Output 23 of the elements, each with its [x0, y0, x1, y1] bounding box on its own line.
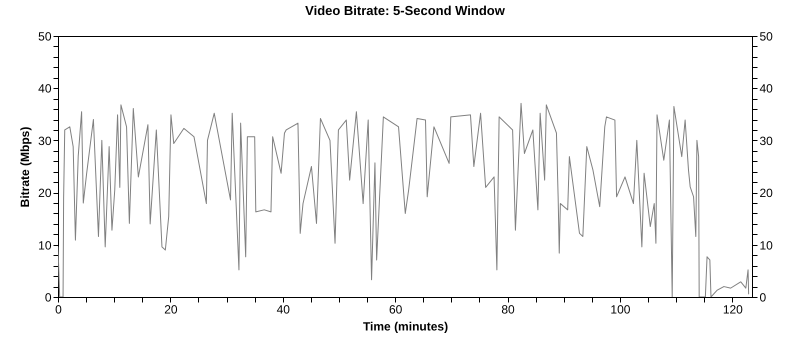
x-tick-label: 20 — [164, 302, 178, 316]
x-tick-label: 40 — [276, 302, 290, 316]
y-tick-label: 30 — [38, 134, 52, 148]
y2-tick-label: 10 — [760, 238, 774, 252]
x-tick-label: 60 — [388, 302, 403, 316]
x-tick-label: 100 — [610, 302, 631, 316]
y2-tick-label: 20 — [760, 186, 774, 200]
chart-title: Video Bitrate: 5-Second Window — [305, 3, 506, 18]
y2-tick-label: 40 — [760, 82, 774, 96]
y2-tick-label: 50 — [760, 30, 774, 44]
y-tick-label: 40 — [38, 82, 52, 96]
x-tick-label: 0 — [55, 302, 62, 316]
y2-tick-label: 30 — [760, 134, 774, 148]
x-tick-label: 120 — [722, 302, 744, 316]
y-tick-label: 50 — [38, 30, 52, 44]
y2-tick-label: 0 — [760, 290, 766, 304]
x-axis-title: Time (minutes) — [362, 320, 448, 334]
y-tick-label: 0 — [44, 290, 52, 304]
line-series — [58, 102, 750, 297]
y-axis-title: Bitrate (Mbps) — [18, 126, 32, 208]
x-tick-label: 80 — [501, 302, 516, 316]
y-tick-label: 10 — [38, 238, 52, 252]
y-tick-label: 20 — [38, 186, 52, 200]
